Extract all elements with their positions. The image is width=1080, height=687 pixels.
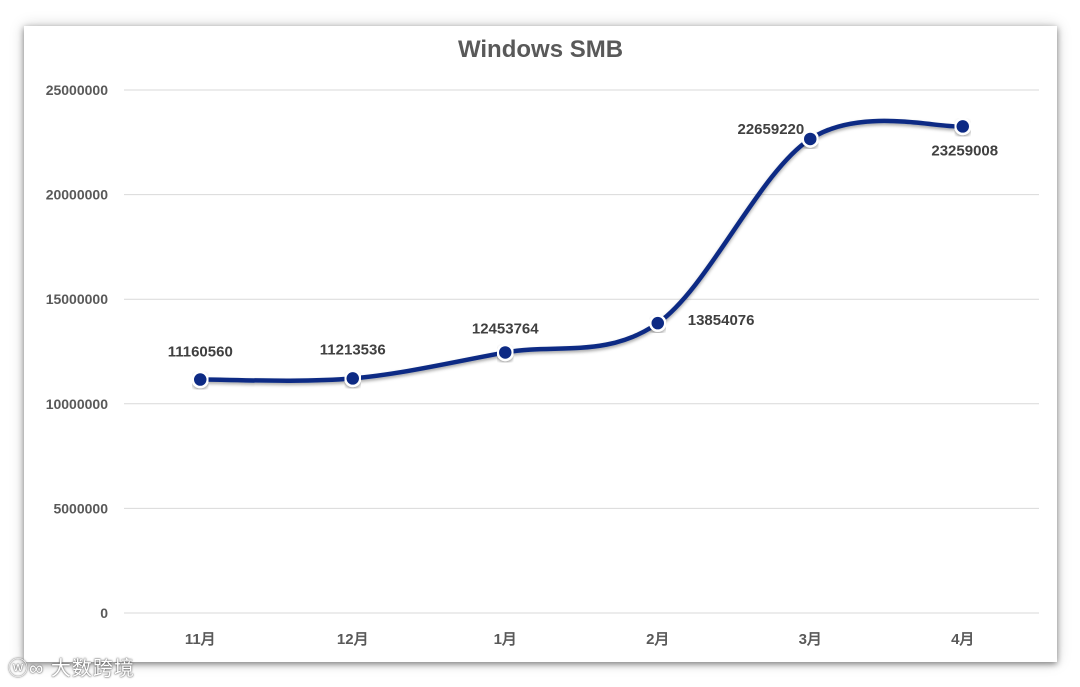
data-point xyxy=(191,370,209,389)
chart-card: Windows SMB 0 5000000 10000000 15000000 2000… xyxy=(24,26,1057,662)
chart-title: Windows SMB xyxy=(457,36,624,63)
y-tick-label: 20000000 xyxy=(46,187,109,203)
y-tick-label: 5000000 xyxy=(53,500,108,516)
watermark-text: 大数跨境 xyxy=(50,658,135,680)
data-label: 13854076 xyxy=(688,312,755,329)
x-tick-label: 11月 xyxy=(185,631,216,648)
watermark-logo: ⓦ∞ 大数跨境 xyxy=(8,652,135,681)
data-label: 12453764 xyxy=(472,320,539,337)
y-axis: 0 5000000 10000000 15000000 20000000 25000000 xyxy=(46,82,109,621)
data-label: 22659220 xyxy=(738,121,805,138)
y-tick-label: 0 xyxy=(100,605,108,621)
y-tick-label: 25000000 xyxy=(46,82,109,98)
y-tick-label: 15000000 xyxy=(46,291,109,307)
data-label: 11160560 xyxy=(168,344,233,361)
data-point xyxy=(344,369,362,388)
x-tick-label: 3月 xyxy=(799,631,822,648)
data-point xyxy=(801,130,819,148)
series-line xyxy=(198,118,965,383)
data-labels: 11160560 11213536 12453764 13854076 22659220… xyxy=(168,121,998,361)
data-label: 23259008 xyxy=(931,142,998,159)
gridlines xyxy=(124,89,1039,614)
x-axis: 11月 12月 1月 2月 3月 4月 xyxy=(185,631,975,648)
data-label: 11213536 xyxy=(320,341,386,358)
x-tick-label: 12月 xyxy=(337,631,369,648)
data-point xyxy=(649,314,667,332)
x-tick-label: 1月 xyxy=(494,631,517,648)
series xyxy=(191,117,972,389)
line-chart: 0 5000000 10000000 15000000 20000000 25000000… xyxy=(46,82,1039,648)
data-point xyxy=(496,343,514,362)
x-tick-label: 4月 xyxy=(951,631,974,648)
y-tick-label: 10000000 xyxy=(46,396,109,412)
weibo-logo-icon: ⓦ∞ xyxy=(8,658,45,680)
data-point xyxy=(954,117,972,136)
x-tick-label: 2月 xyxy=(646,631,669,648)
